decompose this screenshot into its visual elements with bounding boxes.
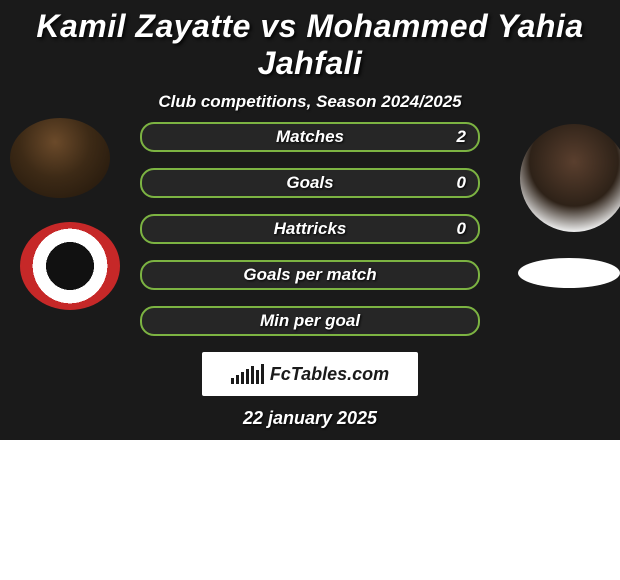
stat-label: Goals — [142, 173, 478, 193]
stat-value-right: 2 — [457, 127, 466, 147]
stat-row: Goals 0 — [140, 168, 480, 198]
club-badge-left — [20, 222, 120, 310]
brand-logo: FcTables.com — [202, 352, 418, 396]
brand-text: FcTables.com — [270, 364, 389, 385]
stat-label: Matches — [142, 127, 478, 147]
bar-icon — [231, 378, 234, 384]
page-title: Kamil Zayatte vs Mohammed Yahia Jahfali — [0, 8, 620, 86]
page-subtitle: Club competitions, Season 2024/2025 — [0, 92, 620, 112]
stat-row: Hattricks 0 — [140, 214, 480, 244]
stat-row: Matches 2 — [140, 122, 480, 152]
stat-value-right: 0 — [457, 173, 466, 193]
bar-icon — [251, 366, 254, 384]
bar-icon — [241, 372, 244, 384]
bar-icon — [256, 370, 259, 384]
bar-icon — [246, 369, 249, 384]
player-avatar-left — [10, 118, 110, 198]
stat-row: Goals per match — [140, 260, 480, 290]
stat-label: Min per goal — [142, 311, 478, 331]
stat-label: Hattricks — [142, 219, 478, 239]
brand-bars-icon — [231, 364, 264, 384]
stat-value-right: 0 — [457, 219, 466, 239]
stats-block: Matches 2 Goals 0 Hattricks 0 Goals per … — [140, 122, 480, 352]
player-avatar-right — [520, 124, 620, 232]
stat-row: Min per goal — [140, 306, 480, 336]
comparison-card: Kamil Zayatte vs Mohammed Yahia Jahfali … — [0, 0, 620, 440]
bar-icon — [261, 364, 264, 384]
club-badge-right — [518, 258, 620, 288]
stat-label: Goals per match — [142, 265, 478, 285]
bar-icon — [236, 375, 239, 384]
footer-date: 22 january 2025 — [0, 408, 620, 429]
